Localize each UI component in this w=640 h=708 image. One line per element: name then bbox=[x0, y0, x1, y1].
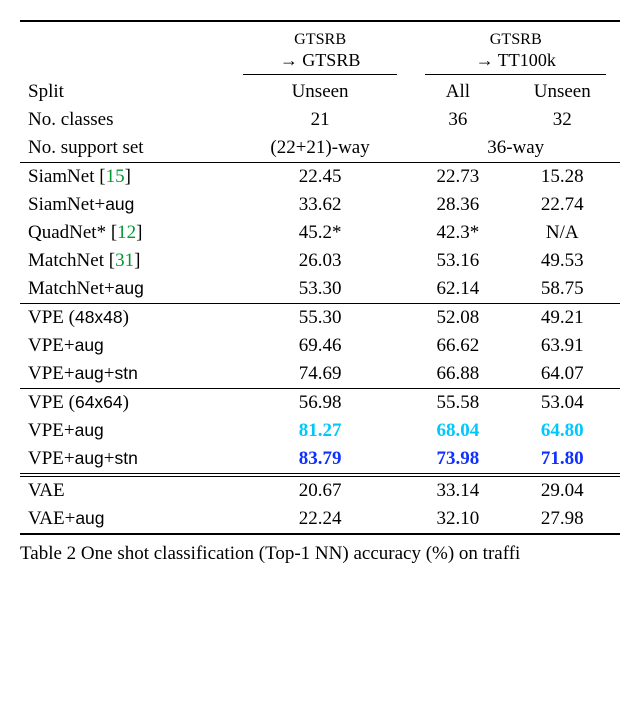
row-value: 52.08 bbox=[411, 304, 504, 332]
row-value: 53.04 bbox=[504, 389, 620, 417]
row-value: 26.03 bbox=[229, 247, 412, 275]
row-value: 42.3* bbox=[411, 219, 504, 247]
header-classes-label: No. classes bbox=[20, 106, 229, 134]
row-value: 66.62 bbox=[411, 332, 504, 360]
table-row: VAE20.6733.1429.04 bbox=[20, 477, 620, 505]
row-value: 66.88 bbox=[411, 360, 504, 389]
header-support-c1: (22+21)-way bbox=[229, 134, 412, 163]
row-label: VPE+aug+stn bbox=[20, 360, 229, 389]
header-classes-c3: 32 bbox=[504, 106, 620, 134]
table-row: VPE+aug81.2768.0464.80 bbox=[20, 417, 620, 445]
table-header-group: GTSRB → GTSRB GTSRB → TT100k bbox=[20, 22, 620, 78]
row-label: VPE (48x48) bbox=[20, 304, 229, 332]
row-value: 58.75 bbox=[504, 275, 620, 304]
row-value: 55.30 bbox=[229, 304, 412, 332]
header-support-c23: 36-way bbox=[411, 134, 620, 163]
header-support-label: No. support set bbox=[20, 134, 229, 163]
row-value: 22.73 bbox=[411, 163, 504, 191]
header-split-c1: Unseen bbox=[229, 78, 412, 106]
row-value: 55.58 bbox=[411, 389, 504, 417]
row-value: 71.80 bbox=[504, 445, 620, 474]
table-row: VPE+aug+stn74.6966.8864.07 bbox=[20, 360, 620, 389]
row-value: 81.27 bbox=[229, 417, 412, 445]
table-row: MatchNet+aug53.3062.1458.75 bbox=[20, 275, 620, 304]
header-classes-c2: 36 bbox=[411, 106, 504, 134]
header-split-label: Split bbox=[20, 78, 229, 106]
header-group1-line2: → GTSRB bbox=[280, 50, 361, 70]
row-value: 56.98 bbox=[229, 389, 412, 417]
row-label: SiamNet+aug bbox=[20, 191, 229, 219]
table-row: VPE+aug+stn83.7973.9871.80 bbox=[20, 445, 620, 474]
table-row: VPE (48x48)55.3052.0849.21 bbox=[20, 304, 620, 332]
row-value: 68.04 bbox=[411, 417, 504, 445]
table-row: VPE+aug69.4666.6263.91 bbox=[20, 332, 620, 360]
header-group1-line1: GTSRB bbox=[294, 31, 346, 48]
row-value: 64.80 bbox=[504, 417, 620, 445]
row-value: 20.67 bbox=[229, 477, 412, 505]
table-row: VPE (64x64)56.9855.5853.04 bbox=[20, 389, 620, 417]
row-label: QuadNet* [12] bbox=[20, 219, 229, 247]
row-value: 29.04 bbox=[504, 477, 620, 505]
row-label: VPE+aug+stn bbox=[20, 445, 229, 474]
row-value: 63.91 bbox=[504, 332, 620, 360]
row-value: 22.24 bbox=[229, 505, 412, 534]
row-value: 53.30 bbox=[229, 275, 412, 304]
table-caption: Table 2 One shot classification (Top-1 N… bbox=[20, 543, 620, 565]
row-value: 32.10 bbox=[411, 505, 504, 534]
row-label: VPE+aug bbox=[20, 417, 229, 445]
row-value: 22.45 bbox=[229, 163, 412, 191]
header-group2-line2: → TT100k bbox=[476, 50, 556, 70]
row-value: N/A bbox=[504, 219, 620, 247]
row-value: 28.36 bbox=[411, 191, 504, 219]
row-label: VAE bbox=[20, 477, 229, 505]
row-value: 73.98 bbox=[411, 445, 504, 474]
row-value: 49.21 bbox=[504, 304, 620, 332]
header-group2-line1: GTSRB bbox=[490, 31, 542, 48]
row-label: MatchNet+aug bbox=[20, 275, 229, 304]
header-split-c3: Unseen bbox=[504, 78, 620, 106]
row-label: VAE+aug bbox=[20, 505, 229, 534]
row-value: 62.14 bbox=[411, 275, 504, 304]
header-classes-c1: 21 bbox=[229, 106, 412, 134]
row-label: MatchNet [31] bbox=[20, 247, 229, 275]
header-split-c2: All bbox=[411, 78, 504, 106]
row-value: 83.79 bbox=[229, 445, 412, 474]
table-header-row: No. support set (22+21)-way 36-way bbox=[20, 134, 620, 163]
row-label: VPE+aug bbox=[20, 332, 229, 360]
row-value: 22.74 bbox=[504, 191, 620, 219]
table-header-row: No. classes 21 36 32 bbox=[20, 106, 620, 134]
row-label: VPE (64x64) bbox=[20, 389, 229, 417]
row-value: 15.28 bbox=[504, 163, 620, 191]
row-label: SiamNet [15] bbox=[20, 163, 229, 191]
row-value: 64.07 bbox=[504, 360, 620, 389]
row-value: 74.69 bbox=[229, 360, 412, 389]
table-header-row: Split Unseen All Unseen bbox=[20, 78, 620, 106]
row-value: 27.98 bbox=[504, 505, 620, 534]
table-row: VAE+aug22.2432.1027.98 bbox=[20, 505, 620, 534]
row-value: 45.2* bbox=[229, 219, 412, 247]
table-row: MatchNet [31]26.0353.1649.53 bbox=[20, 247, 620, 275]
row-value: 69.46 bbox=[229, 332, 412, 360]
row-value: 53.16 bbox=[411, 247, 504, 275]
results-table: GTSRB → GTSRB GTSRB → TT100k Split Unsee… bbox=[20, 20, 620, 535]
row-value: 49.53 bbox=[504, 247, 620, 275]
row-value: 33.62 bbox=[229, 191, 412, 219]
row-value: 33.14 bbox=[411, 477, 504, 505]
table-row: SiamNet+aug33.6228.3622.74 bbox=[20, 191, 620, 219]
table-row: SiamNet [15]22.4522.7315.28 bbox=[20, 163, 620, 191]
table-row: QuadNet* [12]45.2*42.3*N/A bbox=[20, 219, 620, 247]
